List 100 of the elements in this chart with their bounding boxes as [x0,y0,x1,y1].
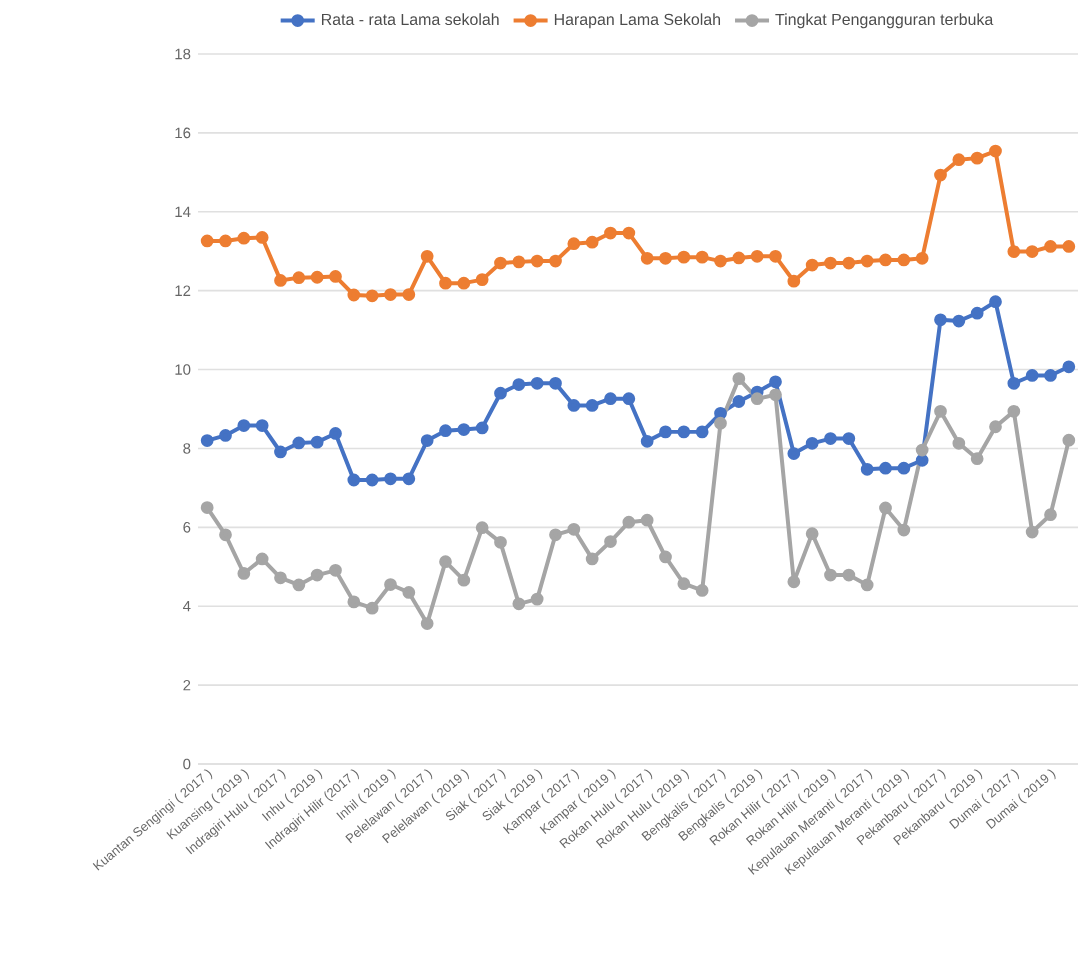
point [915,251,929,265]
point [934,404,947,418]
point [952,314,966,328]
point [1007,404,1021,418]
point [219,528,232,542]
point [1044,508,1057,522]
point [970,151,984,165]
point [255,419,269,432]
point [934,313,947,327]
point [567,522,581,536]
point [769,375,782,389]
point [384,288,397,301]
point [420,617,434,630]
point [622,226,636,240]
point [695,250,709,264]
point [677,250,691,264]
point [274,274,287,287]
point [1025,245,1039,258]
point [219,429,232,442]
point [475,421,489,435]
point [842,256,856,270]
point [1062,240,1076,253]
point [860,578,874,592]
point [585,552,599,566]
point [1044,240,1057,253]
point [402,586,416,599]
point [549,254,562,268]
point [567,399,581,412]
point [347,595,361,609]
point [255,552,269,566]
point [365,289,379,303]
point [439,424,452,438]
point [732,372,746,386]
point [329,563,342,577]
point [310,270,324,284]
point [604,392,617,406]
point [640,434,654,448]
point [824,568,837,582]
point [879,501,892,515]
point [860,254,874,268]
point [824,432,837,445]
point [897,461,911,475]
point [677,577,691,591]
point [1025,369,1039,382]
point [585,399,599,412]
point [219,234,232,248]
point [457,423,471,436]
point [237,419,251,432]
point [714,416,727,430]
point [310,435,324,449]
point [420,249,434,263]
point [897,523,911,537]
point [879,253,892,267]
point [604,535,617,548]
point [970,452,984,466]
point [530,592,544,606]
point [659,425,672,439]
point [494,256,507,270]
point [640,513,654,527]
point [915,443,929,457]
point [439,555,452,569]
point [989,295,1002,309]
point [1062,433,1076,447]
point [512,597,526,611]
point [879,461,892,475]
point [732,251,746,265]
point [200,234,214,248]
point [494,386,507,400]
point [1025,525,1039,539]
point [1062,360,1076,374]
point [402,472,416,486]
point [200,501,214,514]
point [622,515,636,529]
point [384,472,397,486]
point [512,255,526,269]
point [732,395,746,408]
point [384,578,397,591]
point [549,376,562,390]
point [970,306,984,320]
point [787,575,801,589]
point [714,406,727,420]
point [365,473,379,487]
point [622,392,636,406]
point [989,144,1002,158]
point [769,388,782,402]
point [567,237,581,251]
point [659,251,672,265]
point [897,253,911,267]
point [512,378,526,391]
point [842,432,856,445]
point [952,153,966,167]
point [292,436,306,450]
point [329,427,342,440]
point [659,550,672,564]
point [530,376,544,390]
point [457,276,471,290]
point [805,436,819,450]
point [549,528,562,542]
point [695,425,709,439]
point [457,573,471,587]
